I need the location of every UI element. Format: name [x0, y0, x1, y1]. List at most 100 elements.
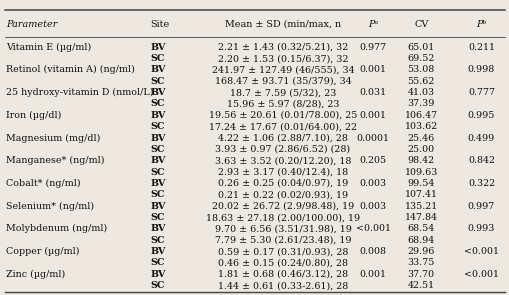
Text: 147.84: 147.84	[404, 213, 437, 222]
Text: BV: BV	[150, 43, 165, 52]
Text: 0.003: 0.003	[359, 179, 386, 188]
Text: 53.08: 53.08	[407, 65, 434, 74]
Text: 241.97 ± 127.49 (46/555), 34: 241.97 ± 127.49 (46/555), 34	[211, 65, 354, 74]
Text: 18.63 ± 27.18 (2.00/100.00), 19: 18.63 ± 27.18 (2.00/100.00), 19	[206, 213, 359, 222]
Text: BV: BV	[150, 224, 165, 233]
Text: Pᵇ: Pᵇ	[475, 20, 486, 29]
Text: 135.21: 135.21	[404, 202, 437, 211]
Text: 7.79 ± 5.30 (2.61/23.48), 19: 7.79 ± 5.30 (2.61/23.48), 19	[214, 236, 351, 245]
Text: 0.008: 0.008	[359, 247, 386, 256]
Text: 0.21 ± 0.22 (0.02/0.93), 19: 0.21 ± 0.22 (0.02/0.93), 19	[217, 190, 348, 199]
Text: BV: BV	[150, 179, 165, 188]
Text: 109.63: 109.63	[404, 168, 437, 177]
Text: BV: BV	[150, 270, 165, 279]
Text: 25 hydroxy-vitamin D (nmol/L): 25 hydroxy-vitamin D (nmol/L)	[6, 88, 153, 97]
Text: Site: Site	[150, 20, 169, 29]
Text: SC: SC	[150, 281, 164, 290]
Text: 29.96: 29.96	[407, 247, 434, 256]
Text: BV: BV	[150, 156, 165, 165]
Text: 68.54: 68.54	[407, 224, 434, 233]
Text: SC: SC	[150, 236, 164, 245]
Text: 0.322: 0.322	[467, 179, 494, 188]
Text: SC: SC	[150, 213, 164, 222]
Text: 0.031: 0.031	[359, 88, 386, 97]
Text: BV: BV	[150, 111, 165, 120]
Text: 0.46 ± 0.15 (0.24/0.80), 28: 0.46 ± 0.15 (0.24/0.80), 28	[218, 258, 347, 268]
Text: 0.977: 0.977	[359, 43, 386, 52]
Text: 0.777: 0.777	[467, 88, 494, 97]
Text: 37.70: 37.70	[407, 270, 434, 279]
Text: SC: SC	[150, 122, 164, 131]
Text: Molybdenum (ng/ml): Molybdenum (ng/ml)	[6, 224, 107, 233]
Text: Iron (µg/dl): Iron (µg/dl)	[6, 111, 62, 120]
Text: BV: BV	[150, 65, 165, 74]
Text: BV: BV	[150, 88, 165, 97]
Text: 2.20 ± 1.53 (0.15/6.37), 32: 2.20 ± 1.53 (0.15/6.37), 32	[217, 54, 348, 63]
Text: 25.46: 25.46	[407, 134, 434, 142]
Text: Pᵃ: Pᵃ	[367, 20, 378, 29]
Text: Magnesium (mg/dl): Magnesium (mg/dl)	[6, 134, 100, 142]
Text: Manganese* (ng/ml): Manganese* (ng/ml)	[6, 156, 104, 165]
Text: 19.56 ± 20.61 (0.01/78.00), 25: 19.56 ± 20.61 (0.01/78.00), 25	[209, 111, 356, 120]
Text: 0.003: 0.003	[359, 202, 386, 211]
Text: 25.00: 25.00	[407, 145, 434, 154]
Text: BV: BV	[150, 134, 165, 142]
Text: Cobalt* (ng/ml): Cobalt* (ng/ml)	[6, 179, 80, 188]
Text: Vitamin E (µg/ml): Vitamin E (µg/ml)	[6, 43, 91, 52]
Text: 37.39: 37.39	[407, 99, 434, 109]
Text: 69.52: 69.52	[407, 54, 434, 63]
Text: 0.997: 0.997	[467, 202, 494, 211]
Text: 0.001: 0.001	[359, 111, 386, 120]
Text: 65.01: 65.01	[407, 43, 434, 52]
Text: 2.93 ± 3.17 (0.40/12.4), 18: 2.93 ± 3.17 (0.40/12.4), 18	[217, 168, 348, 177]
Text: Selenium* (ng/ml): Selenium* (ng/ml)	[6, 202, 94, 211]
Text: 0.993: 0.993	[467, 224, 494, 233]
Text: 98.42: 98.42	[407, 156, 434, 165]
Text: 42.51: 42.51	[407, 281, 434, 290]
Text: Mean ± SD (min/max, n: Mean ± SD (min/max, n	[224, 20, 341, 29]
Text: 0.205: 0.205	[359, 156, 386, 165]
Text: 0.59 ± 0.17 (0.31/0.93), 28: 0.59 ± 0.17 (0.31/0.93), 28	[217, 247, 348, 256]
Text: CV: CV	[413, 20, 428, 29]
Text: 0.26 ± 0.25 (0.04/0.97), 19: 0.26 ± 0.25 (0.04/0.97), 19	[217, 179, 348, 188]
Text: BV: BV	[150, 202, 165, 211]
Text: 41.03: 41.03	[407, 88, 434, 97]
Text: 18.7 ± 7.59 (5/32), 23: 18.7 ± 7.59 (5/32), 23	[230, 88, 335, 97]
Text: 4.22 ± 1.06 (2.88/7.10), 28: 4.22 ± 1.06 (2.88/7.10), 28	[218, 134, 347, 142]
Text: 0.211: 0.211	[467, 43, 494, 52]
Text: 0.995: 0.995	[467, 111, 494, 120]
Text: 33.75: 33.75	[407, 258, 434, 268]
Text: Copper (µg/ml): Copper (µg/ml)	[6, 247, 79, 256]
Text: 0.842: 0.842	[467, 156, 494, 165]
Text: SC: SC	[150, 77, 164, 86]
Text: SC: SC	[150, 54, 164, 63]
Text: SC: SC	[150, 168, 164, 177]
Text: SC: SC	[150, 99, 164, 109]
Text: 99.54: 99.54	[407, 179, 434, 188]
Text: 1.44 ± 0.61 (0.33-2.61), 28: 1.44 ± 0.61 (0.33-2.61), 28	[217, 281, 348, 290]
Text: 9.70 ± 6.56 (3.51/31.98), 19: 9.70 ± 6.56 (3.51/31.98), 19	[214, 224, 351, 233]
Text: Retinol (vitamin A) (ng/ml): Retinol (vitamin A) (ng/ml)	[6, 65, 135, 74]
Text: Parameter: Parameter	[6, 20, 58, 29]
Text: 3.93 ± 0.97 (2.86/6.52) (28): 3.93 ± 0.97 (2.86/6.52) (28)	[215, 145, 350, 154]
Text: 0.001: 0.001	[359, 270, 386, 279]
Text: 103.62: 103.62	[404, 122, 437, 131]
Text: Zinc (µg/ml): Zinc (µg/ml)	[6, 270, 65, 279]
Text: <0.001: <0.001	[463, 270, 498, 279]
Text: 2.21 ± 1.43 (0.32/5.21), 32: 2.21 ± 1.43 (0.32/5.21), 32	[217, 43, 348, 52]
Text: <0.001: <0.001	[463, 247, 498, 256]
Text: 3.63 ± 3.52 (0.20/12.20), 18: 3.63 ± 3.52 (0.20/12.20), 18	[214, 156, 351, 165]
Text: 55.62: 55.62	[407, 77, 434, 86]
Text: 107.41: 107.41	[404, 190, 437, 199]
Text: SC: SC	[150, 145, 164, 154]
Text: <0.001: <0.001	[355, 224, 390, 233]
Text: SC: SC	[150, 258, 164, 268]
Text: 20.02 ± 26.72 (2.9/98.48), 19: 20.02 ± 26.72 (2.9/98.48), 19	[212, 202, 353, 211]
Text: SC: SC	[150, 190, 164, 199]
Text: 1.81 ± 0.68 (0.46/3.12), 28: 1.81 ± 0.68 (0.46/3.12), 28	[217, 270, 348, 279]
Text: 106.47: 106.47	[404, 111, 437, 120]
Text: 17.24 ± 17.67 (0.01/64.00), 22: 17.24 ± 17.67 (0.01/64.00), 22	[209, 122, 356, 131]
Text: 0.499: 0.499	[467, 134, 494, 142]
Text: 0.998: 0.998	[467, 65, 494, 74]
Text: BV: BV	[150, 247, 165, 256]
